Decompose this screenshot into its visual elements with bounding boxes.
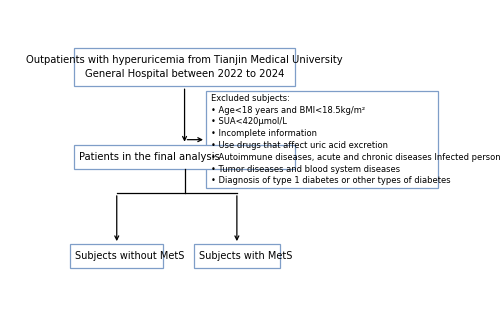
FancyBboxPatch shape <box>74 48 295 86</box>
FancyBboxPatch shape <box>206 91 438 188</box>
FancyBboxPatch shape <box>70 244 163 268</box>
Text: Patients in the final analysis: Patients in the final analysis <box>79 152 220 162</box>
Text: Outpatients with hyperuricemia from Tianjin Medical University
General Hospital : Outpatients with hyperuricemia from Tian… <box>26 55 343 78</box>
FancyBboxPatch shape <box>74 145 295 169</box>
Text: Excluded subjects:
• Age<18 years and BMI<18.5kg/m²
• SUA<420μmol/L
• Incomplete: Excluded subjects: • Age<18 years and BM… <box>210 94 500 186</box>
Text: Subjects without MetS: Subjects without MetS <box>75 251 184 261</box>
FancyBboxPatch shape <box>194 244 280 268</box>
Text: Subjects with MetS: Subjects with MetS <box>199 251 292 261</box>
